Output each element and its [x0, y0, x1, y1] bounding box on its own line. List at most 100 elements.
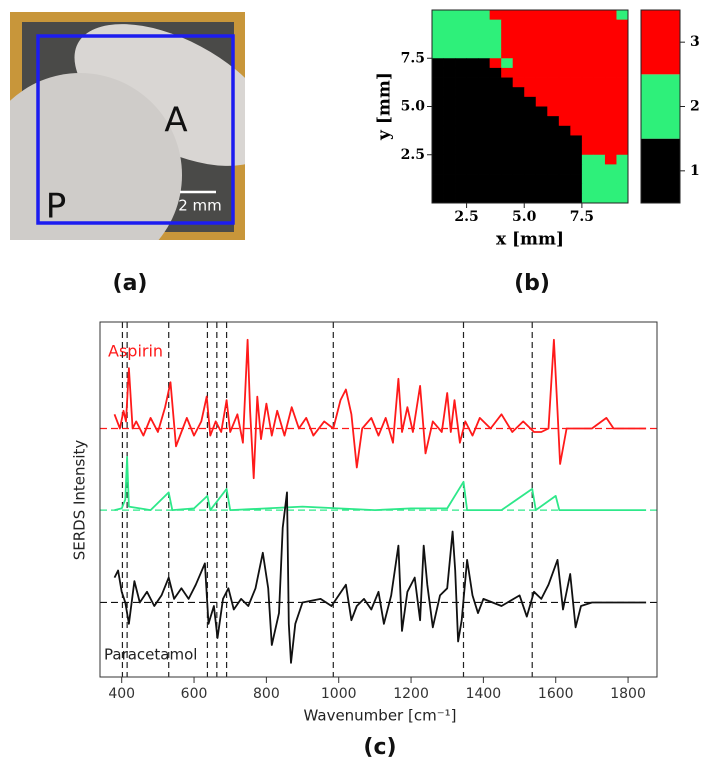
heatmap-cell: [604, 10, 617, 21]
heatmap-cell: [524, 29, 537, 40]
heatmap-cell: [558, 10, 571, 21]
heatmap-cell: [443, 174, 456, 185]
heatmap-cell: [547, 67, 560, 78]
annotation: Aspirin: [108, 342, 163, 361]
heatmap-cell: [489, 135, 502, 146]
heatmap-cell: [466, 19, 479, 30]
heatmap-cell: [593, 193, 606, 204]
heatmap-cell: [478, 174, 491, 185]
heatmap-cell: [604, 145, 617, 156]
heatmap-cell: [593, 48, 606, 59]
heatmap-cell: [443, 145, 456, 156]
heatmap-cell: [570, 87, 583, 98]
heatmap-cell: [593, 116, 606, 127]
heatmap-cell: [466, 29, 479, 40]
heatmap-cell: [524, 87, 537, 98]
tablet-p: [10, 73, 182, 240]
heatmap-cell: [524, 125, 537, 136]
heatmap-cell: [501, 116, 514, 127]
heatmap-cell: [466, 135, 479, 146]
heatmap-cell: [616, 58, 629, 69]
heatmap-cell: [581, 58, 594, 69]
heatmap-cell: [570, 58, 583, 69]
heatmap-cell: [581, 183, 594, 194]
heatmap-cell: [455, 58, 467, 69]
heatmap-cell: [593, 77, 606, 88]
heatmap-cell: [593, 174, 606, 185]
heatmap-cell: [432, 116, 444, 127]
heatmap-cell: [501, 106, 514, 117]
colorbar-segment: [641, 10, 680, 75]
heatmap-cell: [478, 77, 491, 88]
heatmap-cell: [581, 164, 594, 175]
heatmap-cell: [604, 164, 617, 175]
heatmap-cell: [512, 38, 525, 49]
heatmap-cell: [455, 106, 467, 117]
heatmap-cell: [432, 67, 444, 78]
heatmap-cell: [604, 67, 617, 78]
heatmap-cell: [570, 174, 583, 185]
heatmap-cell: [581, 87, 594, 98]
heatmap-cell: [443, 106, 456, 117]
heatmap-cell: [593, 125, 606, 136]
heatmap-cell: [604, 174, 617, 185]
heatmap-cell: [581, 174, 594, 185]
y-axis-label: SERDS Intensity: [71, 440, 89, 561]
heatmap-cell: [478, 183, 491, 194]
heatmap-cell: [524, 164, 537, 175]
heatmap-cell: [570, 135, 583, 146]
heatmap-cell: [581, 19, 594, 30]
heatmap-cell: [547, 193, 560, 204]
heatmap-cell: [593, 58, 606, 69]
heatmap-cell: [455, 77, 467, 88]
heatmap-cell: [593, 10, 606, 21]
heatmap-cell: [478, 116, 491, 127]
heatmap-cell: [593, 183, 606, 194]
heatmap-cell: [535, 29, 548, 40]
heatmap-cell: [593, 145, 606, 156]
region-box: [36, 34, 235, 225]
heatmap-cell: [512, 106, 525, 117]
heatmap-cell: [524, 183, 537, 194]
heatmap-cell: [489, 96, 502, 107]
heatmap-cell: [466, 48, 479, 59]
heatmap-cell: [535, 67, 548, 78]
heatmap-cell: [616, 87, 629, 98]
heatmap-cell: [570, 19, 583, 30]
heatmap-cell: [570, 145, 583, 156]
tablet-label: P: [46, 187, 67, 227]
plot-frame: [99, 321, 658, 678]
heatmap-cell: [604, 87, 617, 98]
heatmap-cell: [535, 183, 548, 194]
heatmap-cell: [535, 174, 548, 185]
heatmap-cell: [478, 164, 491, 175]
heatmap-cell: [524, 193, 537, 204]
heatmap-cell: [512, 135, 525, 146]
heatmap-cell: [478, 67, 491, 78]
heatmap-cell: [558, 48, 571, 59]
heatmap-cell: [547, 96, 560, 107]
heatmap-cell: [593, 29, 606, 40]
heatmap-cell: [570, 10, 583, 21]
heatmap-cell: [501, 96, 514, 107]
heatmap-cell: [524, 67, 537, 78]
heatmap-cell: [501, 164, 514, 175]
heatmap-cell: [455, 135, 467, 146]
heatmap-cell: [524, 145, 537, 156]
annotation: Paracetamol: [104, 646, 197, 664]
heatmap-cell: [616, 19, 629, 30]
heatmap-cell: [547, 10, 560, 21]
heatmap-cell: [616, 48, 629, 59]
scale-bar-label: 2 mm: [178, 197, 222, 215]
tablet-label: A: [164, 101, 187, 141]
heatmap-cell: [478, 10, 491, 21]
colorbar-frame: [640, 9, 681, 204]
heatmap-cell: [558, 96, 571, 107]
x-tick-label: 1000: [321, 686, 357, 702]
heatmap-cell: [535, 19, 548, 30]
heatmap-cell: [478, 96, 491, 107]
heatmap-cell: [443, 19, 456, 30]
heatmap-cell: [455, 193, 467, 204]
heatmap-cell: [524, 48, 537, 59]
